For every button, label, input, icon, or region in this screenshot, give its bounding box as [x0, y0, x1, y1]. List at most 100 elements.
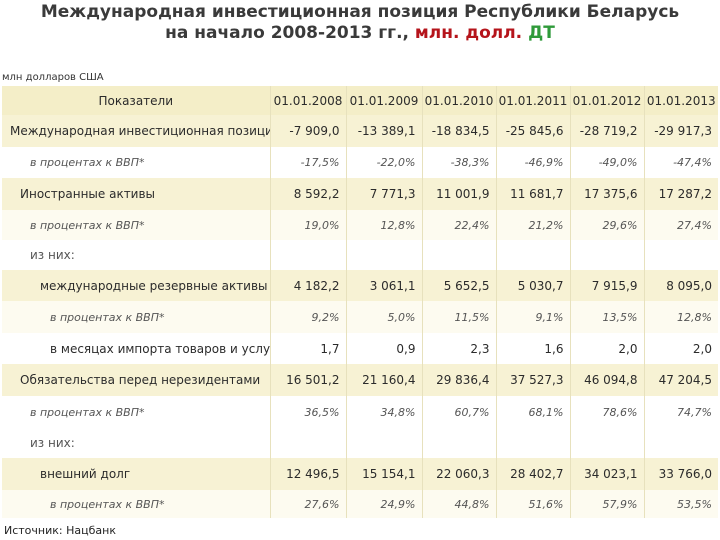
header-indicator: Показатели	[2, 86, 271, 115]
header-date: 01.01.2009	[346, 86, 423, 115]
cell-value: 34,8%	[346, 396, 423, 428]
table-row: из них:	[2, 240, 718, 270]
cell-value: 21 160,4	[346, 364, 423, 396]
cell-value: 2,3	[422, 333, 497, 364]
cell-value: 46 094,8	[570, 364, 645, 396]
table-row: внешний долг 12 496,5 15 154,1 22 060,3 …	[2, 458, 718, 490]
cell-value: -22,0%	[346, 147, 423, 178]
title-line-1: Международная инвестиционная позиция Рес…	[40, 2, 680, 22]
cell-value	[270, 240, 347, 270]
table-row: Обязательства перед нерезидентами 16 501…	[2, 364, 718, 396]
cell-value: -38,3%	[422, 147, 497, 178]
cell-value	[496, 428, 571, 458]
cell-value: 29,6%	[570, 210, 645, 240]
header-date: 01.01.2011	[496, 86, 571, 115]
cell-value: 5,0%	[346, 301, 423, 333]
cell-value: 22 060,3	[422, 458, 497, 490]
cell-value: 8 592,2	[270, 178, 347, 210]
cell-value: 1,6	[496, 333, 571, 364]
cell-value: 19,0%	[270, 210, 347, 240]
cell-value: 34 023,1	[570, 458, 645, 490]
table-row: в процентах к ВВП* 9,2% 5,0% 11,5% 9,1% …	[2, 301, 718, 333]
cell-value: 21,2%	[496, 210, 571, 240]
header-date: 01.01.2010	[422, 86, 497, 115]
row-label: из них:	[2, 240, 271, 270]
row-label: международные резервные активы	[2, 270, 271, 301]
cell-value: -7 909,0	[270, 115, 347, 147]
cell-value: 74,7%	[644, 396, 718, 428]
cell-value: 47 204,5	[644, 364, 718, 396]
row-label: в месяцах импорта товаров и услуг**	[2, 333, 271, 364]
title-code: ДТ	[528, 23, 555, 43]
cell-value: 11 681,7	[496, 178, 571, 210]
cell-value: 51,6%	[496, 490, 571, 518]
row-label: внешний долг	[2, 458, 271, 490]
cell-value: 36,5%	[270, 396, 347, 428]
row-label: Международная инвестиционная позиция	[2, 115, 271, 147]
row-label: в процентах к ВВП*	[2, 490, 271, 518]
investment-position-table: Показатели 01.01.2008 01.01.2009 01.01.2…	[2, 86, 718, 518]
table-row: Международная инвестиционная позиция -7 …	[2, 115, 718, 147]
table-row: из них:	[2, 428, 718, 458]
cell-value	[570, 428, 645, 458]
cell-value	[270, 428, 347, 458]
title-units: млн. долл.	[414, 23, 523, 43]
cell-value: 78,6%	[570, 396, 645, 428]
cell-value: 1,7	[270, 333, 347, 364]
source-note: Источник: Нацбанк	[4, 524, 120, 537]
cell-value: 33 766,0	[644, 458, 718, 490]
cell-value: -47,4%	[644, 147, 718, 178]
cell-value: 24,9%	[346, 490, 423, 518]
cell-value: 68,1%	[496, 396, 571, 428]
cell-value: 9,1%	[496, 301, 571, 333]
header-date: 01.01.2012	[570, 86, 645, 115]
cell-value: 0,9	[346, 333, 423, 364]
table-row: в месяцах импорта товаров и услуг** 1,7 …	[2, 333, 718, 364]
cell-value: 29 836,4	[422, 364, 497, 396]
cell-value	[644, 428, 718, 458]
cell-value	[346, 428, 423, 458]
cell-value: 16 501,2	[270, 364, 347, 396]
cell-value: 5 030,7	[496, 270, 571, 301]
table-row: в процентах к ВВП* 27,6% 24,9% 44,8% 51,…	[2, 490, 718, 518]
cell-value: 3 061,1	[346, 270, 423, 301]
cell-value: -17,5%	[270, 147, 347, 178]
cell-value	[644, 240, 718, 270]
cell-value: 27,4%	[644, 210, 718, 240]
units-note: млн долларов США	[2, 72, 104, 83]
cell-value: -46,9%	[496, 147, 571, 178]
cell-value: 13,5%	[570, 301, 645, 333]
cell-value: 12,8%	[644, 301, 718, 333]
cell-value: 12 496,5	[270, 458, 347, 490]
cell-value: 27,6%	[270, 490, 347, 518]
cell-value	[422, 240, 497, 270]
cell-value: 7 771,3	[346, 178, 423, 210]
table-header-row: Показатели 01.01.2008 01.01.2009 01.01.2…	[2, 86, 718, 115]
cell-value: 8 095,0	[644, 270, 718, 301]
row-label: в процентах к ВВП*	[2, 147, 271, 178]
cell-value: 7 915,9	[570, 270, 645, 301]
cell-value: 60,7%	[422, 396, 497, 428]
cell-value: -29 917,3	[644, 115, 718, 147]
title-years: на начало 2008-2013 гг.,	[165, 23, 409, 43]
row-label: в процентах к ВВП*	[2, 301, 271, 333]
cell-value: 28 402,7	[496, 458, 571, 490]
cell-value: 17 375,6	[570, 178, 645, 210]
cell-value: 17 287,2	[644, 178, 718, 210]
header-date: 01.01.2008	[270, 86, 347, 115]
cell-value: 53,5%	[644, 490, 718, 518]
cell-value	[570, 240, 645, 270]
row-label: в процентах к ВВП*	[2, 396, 271, 428]
cell-value: 11 001,9	[422, 178, 497, 210]
row-label: Обязательства перед нерезидентами	[2, 364, 271, 396]
cell-value: 22,4%	[422, 210, 497, 240]
cell-value: 12,8%	[346, 210, 423, 240]
table-row: в процентах к ВВП* 36,5% 34,8% 60,7% 68,…	[2, 396, 718, 428]
page-title: Международная инвестиционная позиция Рес…	[0, 2, 720, 44]
table-row: в процентах к ВВП* -17,5% -22,0% -38,3% …	[2, 147, 718, 178]
header-date: 01.01.2013	[644, 86, 718, 115]
cell-value: 2,0	[570, 333, 645, 364]
cell-value: 11,5%	[422, 301, 497, 333]
row-label: из них:	[2, 428, 271, 458]
cell-value: 2,0	[644, 333, 718, 364]
